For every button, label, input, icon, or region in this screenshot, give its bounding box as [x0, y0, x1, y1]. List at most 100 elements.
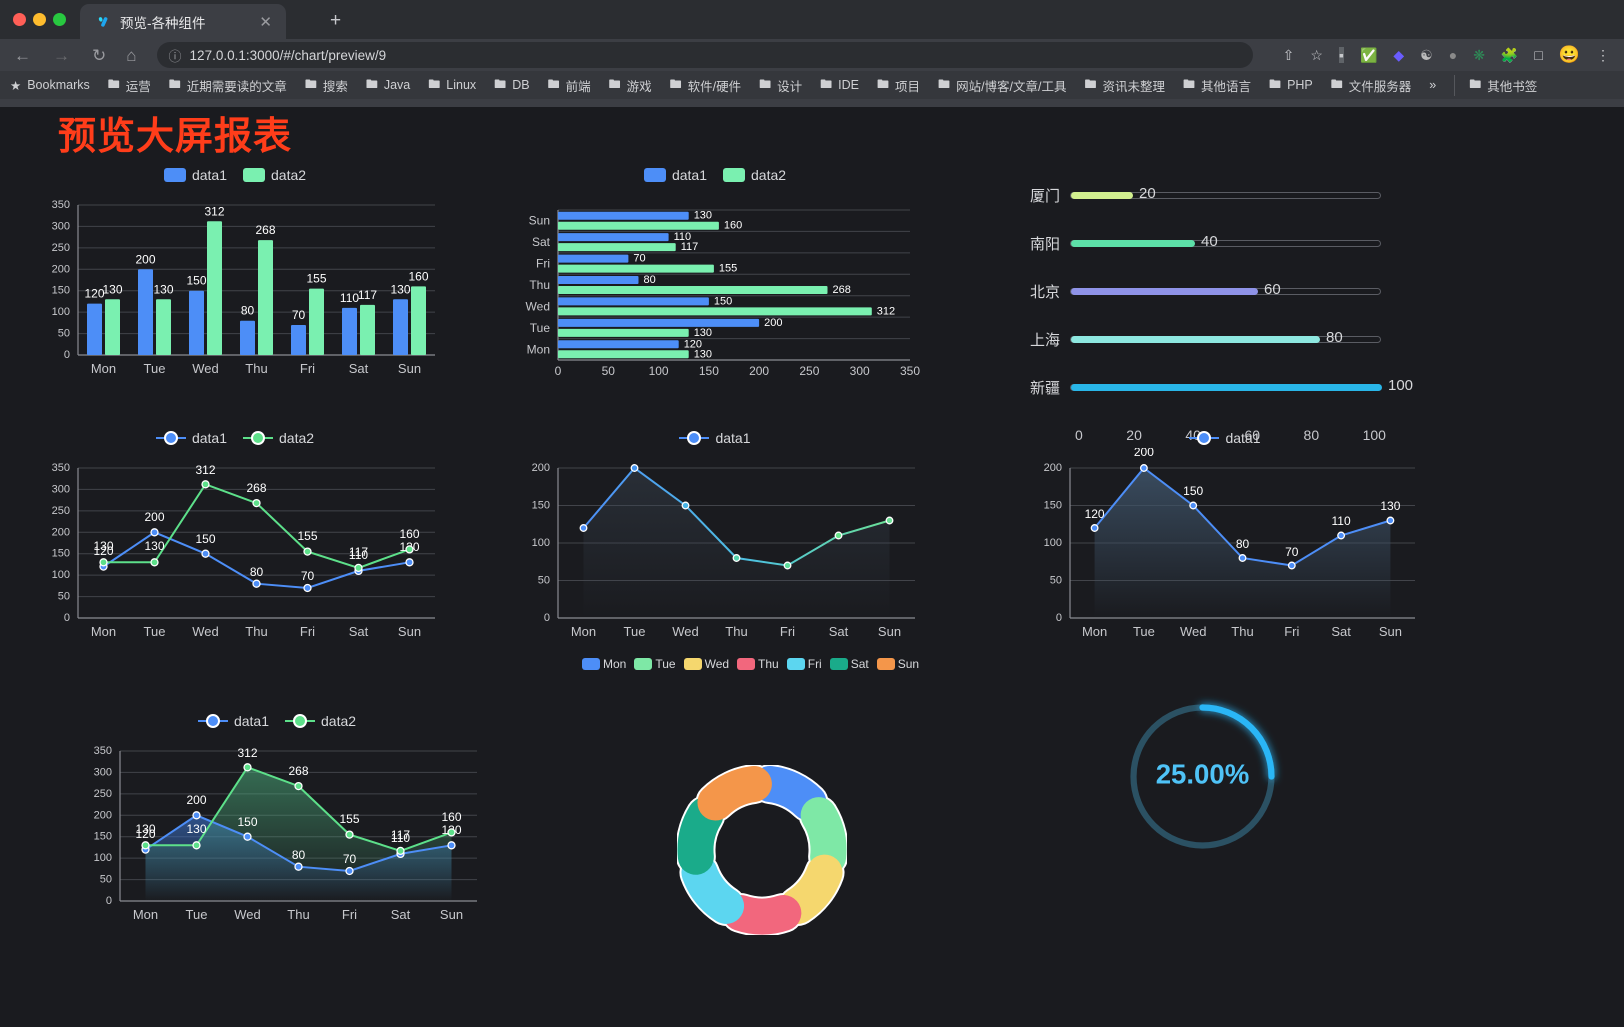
- svg-text:Mon: Mon: [571, 624, 596, 639]
- svg-text:Sun: Sun: [398, 624, 421, 639]
- svg-text:200: 200: [52, 526, 70, 538]
- svg-text:Fri: Fri: [300, 361, 315, 376]
- svg-text:200: 200: [144, 510, 164, 524]
- svg-text:268: 268: [833, 284, 851, 296]
- svg-text:Mon: Mon: [91, 361, 116, 376]
- svg-text:Sat: Sat: [349, 624, 369, 639]
- svg-text:120: 120: [1085, 507, 1105, 521]
- svg-text:70: 70: [1285, 545, 1299, 559]
- svg-text:150: 150: [714, 295, 732, 307]
- svg-text:80: 80: [241, 304, 255, 318]
- svg-text:Sun: Sun: [878, 624, 901, 639]
- svg-text:Thu: Thu: [245, 624, 267, 639]
- svg-text:150: 150: [52, 285, 70, 297]
- svg-text:Sat: Sat: [349, 361, 369, 376]
- svg-text:200: 200: [52, 263, 70, 275]
- svg-text:200: 200: [532, 462, 550, 474]
- svg-text:Tue: Tue: [186, 907, 208, 922]
- svg-text:Wed: Wed: [192, 361, 219, 376]
- svg-text:200: 200: [186, 793, 206, 807]
- svg-text:Tue: Tue: [624, 624, 646, 639]
- svg-text:0: 0: [544, 612, 550, 624]
- svg-text:150: 150: [237, 815, 257, 829]
- svg-text:Tue: Tue: [144, 624, 166, 639]
- svg-text:117: 117: [358, 288, 377, 302]
- svg-text:70: 70: [343, 852, 357, 866]
- svg-text:Sat: Sat: [391, 907, 411, 922]
- svg-text:155: 155: [297, 529, 317, 543]
- svg-text:150: 150: [699, 364, 719, 378]
- svg-text:155: 155: [306, 272, 326, 286]
- svg-text:130: 130: [186, 822, 206, 836]
- svg-text:Sun: Sun: [398, 361, 421, 376]
- svg-text:Mon: Mon: [527, 342, 550, 356]
- svg-text:155: 155: [339, 812, 359, 826]
- svg-text:50: 50: [58, 328, 70, 340]
- svg-text:100: 100: [1044, 537, 1062, 549]
- svg-text:200: 200: [1134, 448, 1154, 459]
- svg-text:130: 130: [102, 282, 122, 296]
- svg-text:50: 50: [100, 874, 112, 886]
- svg-text:50: 50: [1050, 575, 1062, 587]
- svg-text:0: 0: [106, 895, 112, 907]
- svg-text:250: 250: [799, 364, 819, 378]
- svg-text:268: 268: [288, 764, 308, 778]
- svg-text:70: 70: [301, 569, 315, 583]
- svg-text:250: 250: [52, 505, 70, 517]
- svg-text:150: 150: [1044, 500, 1062, 512]
- svg-text:130: 130: [93, 539, 113, 553]
- svg-text:100: 100: [52, 306, 70, 318]
- svg-text:110: 110: [1332, 514, 1351, 528]
- svg-text:200: 200: [94, 809, 112, 821]
- svg-text:312: 312: [877, 305, 895, 317]
- svg-text:0: 0: [64, 612, 70, 624]
- svg-text:Mon: Mon: [91, 624, 116, 639]
- svg-text:250: 250: [52, 242, 70, 254]
- svg-text:350: 350: [52, 199, 70, 211]
- svg-text:Tue: Tue: [530, 321, 551, 335]
- svg-text:Thu: Thu: [1231, 624, 1253, 639]
- svg-text:Sun: Sun: [1379, 624, 1402, 639]
- svg-text:150: 150: [186, 274, 206, 288]
- svg-text:0: 0: [64, 349, 70, 361]
- svg-text:Sat: Sat: [829, 624, 849, 639]
- svg-text:70: 70: [292, 308, 306, 322]
- svg-text:300: 300: [52, 220, 70, 232]
- svg-text:100: 100: [532, 537, 550, 549]
- svg-text:80: 80: [644, 274, 656, 286]
- svg-text:160: 160: [399, 527, 419, 541]
- svg-text:300: 300: [94, 766, 112, 778]
- svg-text:Fri: Fri: [780, 624, 795, 639]
- svg-text:150: 150: [532, 500, 550, 512]
- svg-text:160: 160: [724, 220, 742, 232]
- svg-text:150: 150: [1183, 484, 1203, 498]
- svg-text:130: 130: [390, 282, 410, 296]
- svg-text:Mon: Mon: [1082, 624, 1107, 639]
- svg-text:Wed: Wed: [234, 907, 261, 922]
- svg-text:130: 130: [694, 348, 712, 360]
- svg-text:117: 117: [391, 828, 410, 842]
- svg-text:0: 0: [555, 364, 562, 378]
- svg-text:130: 130: [694, 327, 712, 339]
- svg-text:200: 200: [1044, 462, 1062, 474]
- svg-text:300: 300: [52, 483, 70, 495]
- svg-text:150: 150: [94, 831, 112, 843]
- svg-text:150: 150: [195, 532, 215, 546]
- svg-text:312: 312: [204, 204, 224, 218]
- svg-text:250: 250: [94, 788, 112, 800]
- svg-text:130: 130: [1380, 499, 1400, 513]
- svg-text:110: 110: [340, 291, 359, 305]
- svg-text:Sun: Sun: [440, 907, 463, 922]
- svg-text:Fri: Fri: [300, 624, 315, 639]
- svg-text:200: 200: [764, 317, 782, 329]
- svg-text:350: 350: [52, 462, 70, 474]
- svg-text:Mon: Mon: [133, 907, 158, 922]
- svg-text:80: 80: [292, 848, 306, 862]
- svg-text:Wed: Wed: [192, 624, 219, 639]
- svg-text:312: 312: [195, 463, 215, 477]
- svg-text:Wed: Wed: [672, 624, 699, 639]
- svg-text:160: 160: [441, 810, 461, 824]
- svg-text:117: 117: [681, 241, 699, 253]
- svg-text:50: 50: [58, 591, 70, 603]
- svg-text:150: 150: [52, 548, 70, 560]
